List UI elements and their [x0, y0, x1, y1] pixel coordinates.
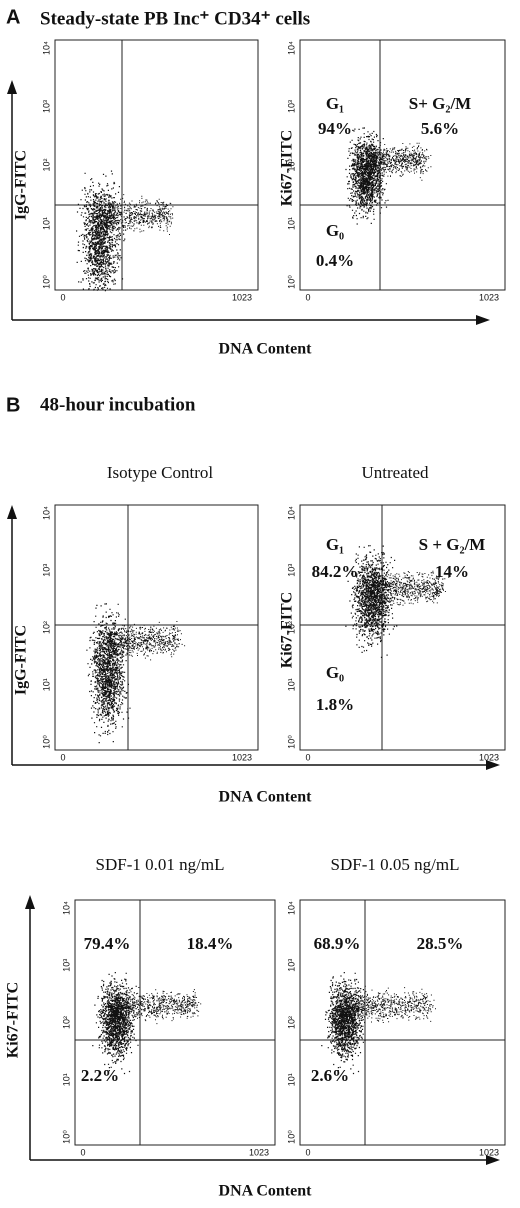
y-tick-label: 10⁴: [41, 506, 51, 520]
x-axis-label: DNA Content: [219, 341, 313, 358]
event-cloud: [345, 127, 432, 225]
x-tick-label: 0: [305, 752, 310, 762]
plot-frame: [299, 899, 506, 1146]
y-tick-label: 10⁴: [286, 41, 296, 55]
event-cloud: [86, 603, 186, 744]
plot-frame: [299, 39, 506, 291]
plot-subtitle: Isotype Control: [107, 463, 214, 482]
y-tick-label: 10³: [286, 100, 296, 113]
y-tick-label: 10¹: [286, 678, 296, 691]
x-axis-label: DNA Content: [219, 1183, 313, 1200]
y-tick-label: 10¹: [286, 1073, 296, 1086]
quadrant-label: 94%: [318, 119, 352, 138]
y-axis-label: Ki67-FITC: [5, 982, 22, 1058]
y-tick-label: 10⁴: [61, 901, 71, 915]
quadrant-label: 0.4%: [316, 251, 354, 270]
y-tick-label: 10⁴: [286, 506, 296, 520]
plot-frame: [54, 504, 259, 751]
plot-frame: [299, 504, 506, 751]
y-tick-label: 10¹: [286, 217, 296, 230]
y-tick-label: 10¹: [41, 217, 51, 230]
y-tick-label: 10³: [41, 100, 51, 113]
y-tick-label: 10³: [41, 564, 51, 577]
x-tick-label: 1023: [249, 1147, 269, 1157]
x-tick-label: 1023: [232, 292, 252, 302]
event-cloud: [321, 972, 436, 1075]
y-tick-label: 10³: [286, 564, 296, 577]
y-tick-label: 10⁰: [41, 735, 51, 749]
arrow-head: [486, 760, 500, 770]
panel-title: Steady-state PB Inc⁺ CD34⁺ cells: [40, 8, 310, 29]
quadrant-label: G₁: [326, 535, 344, 554]
quadrant-label: S+ G₂/M: [409, 94, 471, 113]
x-tick-label: 0: [80, 1147, 85, 1157]
quadrant-label: G₀: [326, 663, 344, 682]
y-tick-label: 10²: [286, 1016, 296, 1029]
arrow-head: [7, 505, 17, 519]
quadrant-label: G₁: [326, 94, 344, 113]
y-tick-label: 10⁰: [286, 735, 296, 749]
quadrant-label: 14%: [435, 562, 469, 581]
panel-title: 48-hour incubation: [40, 394, 196, 415]
plot-subtitle: Untreated: [361, 463, 429, 482]
x-axis-label: DNA Content: [219, 789, 313, 806]
y-axis-label: Ki67-FITC: [279, 130, 296, 206]
y-tick-label: 10³: [286, 959, 296, 972]
x-tick-label: 1023: [479, 292, 499, 302]
panel-label: A: [6, 6, 20, 28]
quadrant-label: S + G₂/M: [419, 535, 486, 554]
plot-frame: [54, 39, 259, 291]
quadrant-label: 79.4%: [84, 934, 131, 953]
panel-label: B: [6, 394, 20, 416]
quadrant-label: 5.6%: [421, 119, 459, 138]
y-tick-label: 10⁰: [286, 1130, 296, 1144]
quadrant-label: 68.9%: [314, 934, 361, 953]
x-tick-label: 1023: [232, 752, 252, 762]
x-tick-label: 0: [305, 292, 310, 302]
x-tick-label: 1023: [479, 752, 499, 762]
y-tick-label: 10²: [286, 158, 296, 171]
y-tick-label: 10⁰: [286, 275, 296, 289]
quadrant-label: 1.8%: [316, 695, 354, 714]
plot-subtitle: SDF-1 0.01 ng/mL: [96, 855, 225, 874]
arrow-head: [25, 895, 35, 909]
y-axis-label: IgG-FITC: [13, 150, 30, 220]
y-tick-label: 10²: [41, 621, 51, 634]
arrow-head: [476, 315, 490, 325]
plot-frame: [74, 899, 276, 1146]
y-tick-label: 10²: [61, 1016, 71, 1029]
arrow-head: [486, 1155, 500, 1165]
plot-subtitle: SDF-1 0.05 ng/mL: [331, 855, 460, 874]
quadrant-label: 84.2%: [312, 562, 359, 581]
y-tick-label: 10⁰: [61, 1130, 71, 1144]
event-cloud: [92, 972, 202, 1075]
quadrant-label: G₀: [326, 221, 344, 240]
y-axis-label: Ki67-FITC: [279, 592, 296, 668]
y-tick-label: 10²: [286, 621, 296, 634]
x-tick-label: 0: [305, 1147, 310, 1157]
quadrant-label: 28.5%: [417, 934, 464, 953]
y-tick-label: 10²: [41, 158, 51, 171]
y-axis-label: IgG-FITC: [13, 625, 30, 695]
quadrant-label: 2.6%: [311, 1066, 349, 1085]
y-tick-label: 10⁴: [286, 901, 296, 915]
arrow-head: [7, 80, 17, 94]
quadrant-label: 18.4%: [187, 934, 234, 953]
x-tick-label: 0: [60, 292, 65, 302]
y-tick-label: 10⁰: [41, 275, 51, 289]
quadrant-label: 2.2%: [81, 1066, 119, 1085]
y-tick-label: 10³: [61, 959, 71, 972]
y-tick-label: 10⁴: [41, 41, 51, 55]
y-tick-label: 10¹: [61, 1073, 71, 1086]
event-cloud: [76, 170, 174, 292]
x-tick-label: 0: [60, 752, 65, 762]
y-tick-label: 10¹: [41, 678, 51, 691]
x-tick-label: 1023: [479, 1147, 499, 1157]
event-cloud: [345, 545, 450, 658]
